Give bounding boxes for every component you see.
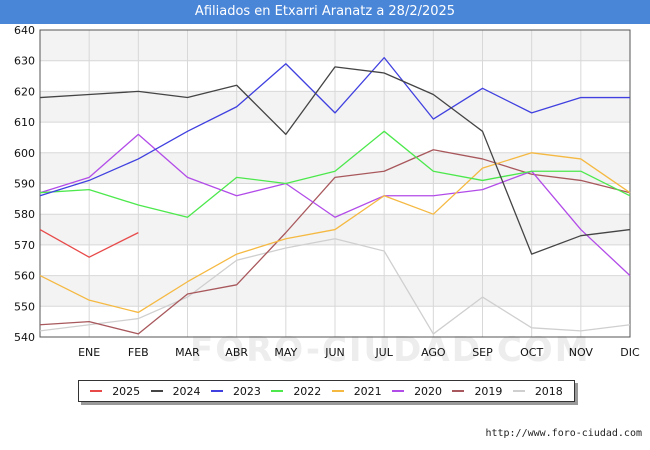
x-tick-label: JUN <box>324 346 345 359</box>
legend-swatch <box>90 390 103 392</box>
legend-swatch <box>271 390 284 392</box>
x-tick-label: AGO <box>421 346 446 359</box>
axes <box>39 29 631 338</box>
legend-swatch <box>512 390 525 392</box>
legend-item-2025: 2025 <box>90 385 140 398</box>
y-tick-label: 620 <box>14 85 35 98</box>
series-line-2019 <box>39 149 631 335</box>
x-tick-label: ABR <box>225 346 248 359</box>
legend-label: 2024 <box>172 384 201 398</box>
legend-swatch <box>150 390 163 392</box>
source-credit: http://www.foro-ciudad.com <box>485 428 642 439</box>
legend-item-2021: 2021 <box>331 384 382 398</box>
series-line-2024 <box>39 66 631 255</box>
legend-item-2024: 2024 <box>150 384 201 398</box>
legend-label: 2023 <box>232 384 261 398</box>
x-tick-label: MAY <box>274 346 297 359</box>
y-tick-label: 630 <box>14 55 35 68</box>
y-tick-label: 610 <box>14 116 35 129</box>
legend-swatch <box>210 390 223 392</box>
legend-label: 2022 <box>293 384 322 398</box>
y-tick-labels: 540 550 560 570 580 590 600 610 620 630 640 <box>14 24 35 344</box>
y-tick-label: 590 <box>14 178 35 191</box>
x-tick-labels: ENE FEB MAR ABR MAY JUN JUL AGO SEP OCT NOV DIC <box>78 346 640 359</box>
legend-label: 2018 <box>534 384 563 398</box>
legend-item-2022: 2022 <box>271 385 321 398</box>
x-tick-label: DIC <box>620 346 640 359</box>
legend-swatch <box>331 390 344 392</box>
legend: 2025 2024 2023 2022 2021 2020 2019 2018 <box>78 380 575 402</box>
y-tick-label: 550 <box>14 300 35 313</box>
chart-title: Afiliados en Etxarri Aranatz a 28/2/2025 <box>0 0 650 24</box>
x-tick-label: ENE <box>78 346 100 359</box>
x-tick-label: OCT <box>520 346 543 359</box>
y-tick-label: 580 <box>14 208 35 221</box>
legend-label: 2020 <box>414 384 443 398</box>
legend-item-2018: 2018 <box>512 384 563 398</box>
legend-item-2023: 2023 <box>210 384 261 398</box>
y-tick-label: 640 <box>14 24 35 37</box>
legend-swatch <box>392 390 405 392</box>
legend-label: 2025 <box>112 384 141 398</box>
x-tick-label: JUL <box>374 346 393 359</box>
y-tick-label: 560 <box>14 270 35 283</box>
x-tick-label: SEP <box>472 346 493 359</box>
legend-label: 2019 <box>474 384 503 398</box>
legend-swatch <box>452 390 465 392</box>
series-lines <box>39 56 631 335</box>
plot-border <box>39 29 631 338</box>
y-tick-label: 600 <box>14 147 35 160</box>
series-line-2025 <box>39 228 139 258</box>
series-line-2021 <box>39 152 631 314</box>
series-line-2023 <box>39 56 630 197</box>
x-tick-label: NOV <box>569 346 594 359</box>
x-tick-label: FEB <box>128 346 149 359</box>
x-tick-label: MAR <box>175 346 200 359</box>
legend-label: 2021 <box>353 384 382 398</box>
legend-item-2019: 2019 <box>452 385 502 398</box>
legend-item-2020: 2020 <box>392 385 442 398</box>
y-tick-label: 570 <box>14 239 35 252</box>
series-line-2018 <box>39 238 631 335</box>
y-tick-label: 540 <box>14 331 35 344</box>
series-line-2022 <box>39 130 631 218</box>
